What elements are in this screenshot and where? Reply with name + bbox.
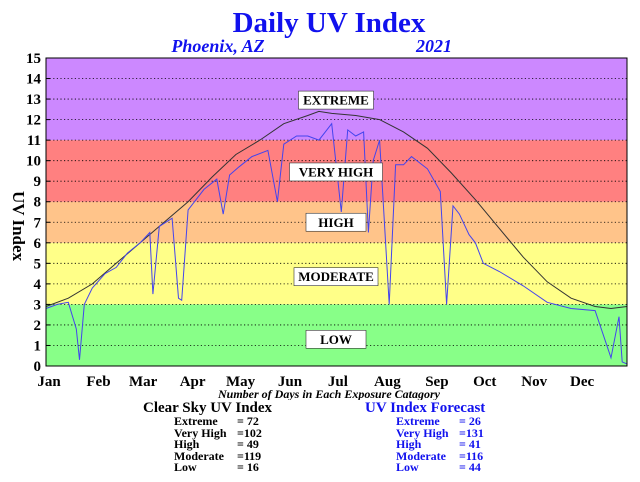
clear-sky-stat-label: High	[174, 437, 200, 451]
y-tick-label: 0	[34, 359, 42, 375]
clear-sky-stats: Clear Sky UV Index Extreme = 72 Very High =…	[143, 401, 323, 474]
y-tick-label: 3	[34, 297, 42, 313]
clear-sky-stat-row: Low = 16	[143, 460, 323, 474]
y-tick-label: 15	[26, 51, 41, 67]
x-tick-label: Nov	[521, 374, 547, 390]
forecast-stat-row: Low = 44	[365, 460, 545, 474]
x-tick-label: Jul	[328, 374, 348, 390]
forecast-stat-value: = 44	[459, 460, 481, 474]
clear-sky-stat-value: =119	[237, 448, 262, 463]
series-line-clear-sky	[45, 110, 628, 310]
x-tick-label: Oct	[473, 374, 496, 390]
clear-sky-stat-value: = 72	[237, 414, 259, 428]
band-label-box	[293, 267, 379, 286]
clear-sky-stat-label: Extreme	[174, 414, 218, 428]
y-tick-label: 5	[34, 256, 42, 272]
forecast-stat-label: Extreme	[396, 414, 440, 428]
clear-sky-stat-row: Very High =102	[143, 425, 323, 440]
forecast-stat-label: High	[396, 437, 422, 451]
y-axis-label: UV Index	[9, 191, 28, 262]
x-tick-label: Dec	[570, 374, 594, 390]
clear-sky-stats-title: Clear Sky UV Index	[143, 400, 273, 416]
forecast-stats-title: UV Index Forecast	[365, 400, 486, 416]
x-axis-note: Number of Days in Each Exposure Catagory	[217, 387, 441, 400]
forecast-stats: UV Index Forecast Extreme = 26 Very High =1…	[365, 401, 545, 474]
clear-sky-stat-value: =102	[237, 425, 262, 440]
clear-sky-stat-label: Moderate	[174, 448, 224, 463]
clear-sky-stat-row: Extreme = 72	[143, 414, 323, 428]
chart-title: Daily UV Index	[233, 7, 426, 39]
x-tick-label: May	[226, 374, 256, 390]
forecast-stat-row: Moderate =116	[365, 448, 545, 463]
forecast-stat-label: Low	[396, 460, 419, 474]
y-tick-label: 14	[26, 72, 42, 88]
forecast-stat-row: Very High =131	[365, 425, 545, 440]
y-tick-label: 8	[34, 195, 42, 211]
forecast-stat-value: =131	[459, 425, 484, 440]
clear-sky-stat-value: = 16	[237, 460, 259, 474]
clear-sky-stat-row: Moderate =119	[143, 448, 323, 463]
x-tick-label: Feb	[86, 374, 110, 390]
forecast-stat-value: =116	[459, 448, 484, 463]
forecast-stat-value: = 26	[459, 414, 481, 428]
y-tick-label: 7	[34, 215, 42, 231]
band-label-low: LOW	[320, 332, 352, 347]
forecast-stat-row: Extreme = 26	[365, 414, 545, 428]
clear-sky-stat-label: Very High	[174, 425, 227, 440]
chart-subtitle-year: 2021	[415, 36, 452, 56]
band-label-box	[305, 330, 367, 349]
y-tick-label: 4	[34, 277, 42, 293]
y-tick-label: 9	[34, 174, 42, 190]
uv-index-chart: Daily UV Index Phoenix, AZ 2021 LOW MODER…	[9, 7, 628, 400]
band-label-high: HIGH	[318, 215, 353, 230]
forecast-stat-label: Moderate	[396, 448, 446, 463]
y-tick-label: 2	[34, 318, 42, 334]
y-tick-label: 10	[26, 154, 41, 170]
clear-sky-stat-label: Low	[174, 460, 197, 474]
forecast-stat-label: Very High	[396, 425, 449, 440]
forecast-stat-value: = 41	[459, 437, 481, 451]
y-tick-label: 12	[26, 113, 41, 129]
x-tick-label: Jan	[37, 374, 61, 390]
clear-sky-stat-row: High = 49	[143, 437, 323, 451]
x-tick-label: Sep	[425, 374, 448, 390]
x-tick-label: Aug	[374, 374, 401, 390]
y-tick-label: 13	[26, 92, 41, 108]
y-tick-label: 11	[27, 133, 41, 149]
band-label-box	[305, 212, 367, 232]
band-label-box	[289, 162, 383, 182]
x-tick-label: Mar	[129, 374, 158, 390]
plot-frame	[45, 57, 628, 367]
series-line-forecast	[45, 122, 628, 365]
band-label-box	[298, 90, 374, 110]
y-tick-label: 1	[34, 338, 42, 354]
y-tick-label: 6	[34, 236, 42, 252]
band-label-extreme: EXTREME	[303, 93, 369, 108]
x-tick-label: Apr	[180, 374, 206, 390]
band-label-very-high: VERY HIGH	[299, 164, 374, 179]
band-label-moderate: MODERATE	[298, 269, 374, 284]
forecast-stat-row: High = 41	[365, 437, 545, 451]
chart-subtitle-location: Phoenix, AZ	[170, 36, 264, 56]
x-tick-label: Jun	[278, 374, 303, 390]
clear-sky-stat-value: = 49	[237, 437, 259, 451]
